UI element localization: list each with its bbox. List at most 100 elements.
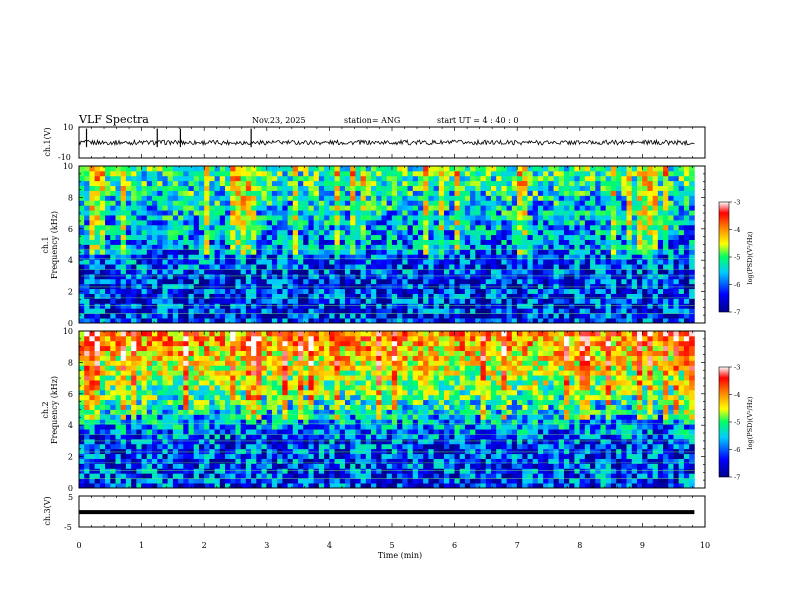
ch2-spec-cell [110,345,116,352]
ch1-spec-cell [652,205,659,211]
ch1-spec-cell [407,293,414,299]
ch1-spec-cell [329,239,335,245]
ch1-spec-cell [99,273,106,280]
ch1-spec-cell [537,239,544,245]
ch1-spec-cell [230,215,236,221]
ch1-spec-cell [266,269,273,275]
ch2-spec-cell [152,434,158,440]
ch1-spec-cell [308,303,315,309]
ch1-spec-cell [261,205,268,211]
ch1-spec-cell [371,288,377,294]
ch1-spec-cell [324,215,330,221]
ch1-spec-cell [548,259,554,265]
ch1-spec-cell [188,318,195,324]
ch1-spec-cell [506,210,513,216]
ch1-spec-cell [136,175,142,182]
ch1-spec-cell [678,185,685,191]
ch1-spec-cell [689,303,695,309]
ch2-spec-cell [136,448,142,455]
ch1-spec-cell [668,269,674,275]
ch1-spec-cell [329,264,335,270]
ch1-spec-cell [94,278,101,285]
ch1-spec-cell [590,278,596,285]
ch1-spec-cell [522,244,528,250]
ch1-spec-cell [626,288,633,294]
ch1-spec-cell [94,190,101,196]
ch1-spec-cell [657,210,664,216]
ch1-spec-cell [240,219,247,226]
ch1-spec-cell [626,318,633,324]
ch2-spec-cell [136,380,142,386]
ch1-spec-cell [355,219,361,226]
ch1-spec-cell [162,219,169,226]
ch1-spec-cell [261,190,268,196]
ch1-spec-cell [381,288,388,294]
ch1-spec-cell [537,278,544,285]
ch1-spec-cell [365,293,372,299]
ch1-spec-cell [240,180,247,187]
colorbar-ch1-label: log(PSD)(V²/Hz) [746,231,754,284]
ch1-spec-cell [188,308,195,314]
ch1-spec-cell [261,185,268,191]
ch1-spec-cell [120,273,127,280]
ch1-spec-cell [652,244,659,250]
ch1-spec-cell [475,259,481,265]
ch1-spec-cell [334,195,341,201]
ch1-spec-cell [318,215,325,221]
ch2-spec-cell [152,365,158,371]
ch1-spec-cell [214,308,221,314]
ch1-spec-cell [178,303,184,309]
ch1-spec-cell [292,205,299,211]
ch1-spec-cell [464,303,471,309]
ch1-spec-cell [647,175,654,182]
ch1-spec-cell [543,210,549,216]
ch1-spec-cell [162,293,169,299]
ch1-spec-cell [397,219,403,226]
ch1-spec-cell [496,210,502,216]
ch1-spec-cell [110,234,116,240]
ch1-spec-cell [595,170,601,177]
ch1-spec-cell [590,166,596,172]
ch1-spec-cell [407,180,414,187]
ch1-spec-cell [459,239,466,245]
ch1-spec-cell [553,259,560,265]
ch1-spec-cell [178,318,184,324]
ch1-spec-cell [657,278,664,285]
ch1-spec-cell [157,318,163,324]
ch1-spec-cell [136,234,142,240]
ch1-spec-cell [480,298,487,304]
ch1-spec-cell [548,254,554,260]
ch1-spec-cell [652,180,659,187]
ch2-spec-cell [209,389,215,396]
ch1-spec-cell [417,269,424,275]
ch1-spec-cell [386,254,393,260]
ch1-spec-cell [115,249,122,255]
ch2-spec-cell [162,434,169,440]
ch1-spec-cell [225,264,231,270]
ch1-spec-cell [157,303,163,309]
ch1-spec-cell [553,185,560,191]
ch1-spec-cell [256,215,262,221]
ch2-spec-cell [115,473,122,479]
ch1-spec-cell [537,308,544,314]
ch2-spec-cell [110,478,116,484]
ch1-spec-cell [298,185,304,191]
ch2-spec-cell [89,350,96,356]
ch1-spec-cell [162,264,169,270]
ch1-spec-cell [569,259,575,265]
ch1-spec-cell [240,166,247,172]
ch2-spec-cell [146,473,153,479]
ch1-spec-cell [433,259,440,265]
ch1-spec-cell [204,269,210,275]
ch1-spec-cell [647,215,654,221]
ch1-spec-cell [79,264,85,270]
ch2-spec-cell [141,483,148,489]
ch1-spec-cell [517,249,523,255]
ch1-spec-cell [532,269,539,275]
ch2-spec-cell [84,448,90,455]
ch1-spec-cell [678,249,685,255]
ch1-spec-cell [152,244,158,250]
ch1-spec-cell [371,185,377,191]
ch2-spec-cell [115,409,122,415]
ch2-spec-cell [125,365,132,371]
